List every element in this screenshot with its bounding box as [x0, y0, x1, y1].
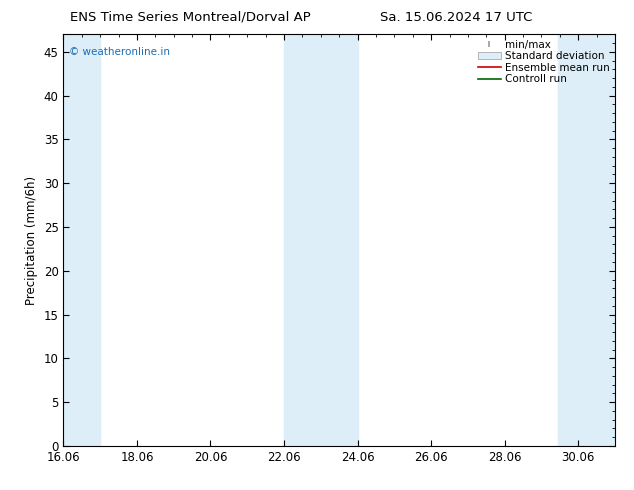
Legend: min/max, Standard deviation, Ensemble mean run, Controll run: min/max, Standard deviation, Ensemble me…: [476, 37, 612, 86]
Bar: [63, 34, 100, 446]
Y-axis label: Precipitation (mm/6h): Precipitation (mm/6h): [25, 175, 38, 305]
Bar: [284, 34, 358, 446]
Text: Sa. 15.06.2024 17 UTC: Sa. 15.06.2024 17 UTC: [380, 11, 533, 24]
Bar: [558, 34, 615, 446]
Text: ENS Time Series Montreal/Dorval AP: ENS Time Series Montreal/Dorval AP: [70, 11, 311, 24]
Text: © weatheronline.in: © weatheronline.in: [69, 47, 170, 57]
